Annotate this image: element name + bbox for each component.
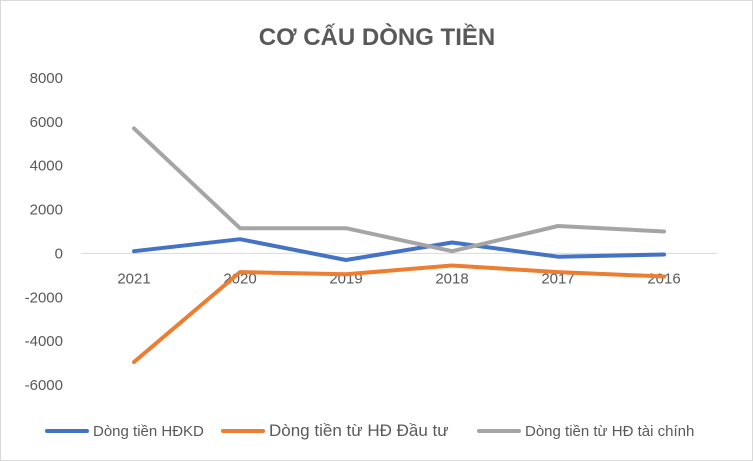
x-tick-label: 2020 (223, 270, 256, 287)
y-tick-label: 2000 (30, 202, 63, 219)
x-tick-label: 2017 (541, 270, 574, 287)
y-tick-label: 8000 (30, 70, 63, 87)
y-tick-label: -4000 (25, 333, 63, 350)
series-line-1 (132, 237, 666, 262)
y-tick-label: 6000 (30, 114, 63, 131)
y-tick-label: 4000 (30, 158, 63, 175)
chart-title: CƠ CẤU DÒNG TIỀN (259, 23, 495, 51)
legend: Dòng tiền HĐKD Dòng tiền từ HĐ Đầu tư Dòng… (45, 421, 694, 440)
x-tick-label: 2021 (117, 270, 150, 287)
x-tick-label: 2016 (647, 270, 680, 287)
series-line-2 (132, 263, 666, 364)
series-line-3 (132, 126, 666, 254)
y-tick-label: -2000 (25, 289, 63, 306)
legend-label: Dòng tiền từ HĐ Đầu tư (269, 421, 449, 440)
legend-label: Dòng tiền HĐKD (93, 423, 204, 440)
series-lines (132, 126, 666, 364)
y-tick-label: 0 (55, 245, 63, 262)
y-tick-label: -6000 (25, 377, 63, 394)
y-axis: 8000 6000 4000 2000 0 -2000 -4000 -6000 (25, 70, 63, 394)
x-tick-label: 2018 (435, 270, 468, 287)
legend-label: Dòng tiền từ HĐ tài chính (525, 423, 694, 440)
